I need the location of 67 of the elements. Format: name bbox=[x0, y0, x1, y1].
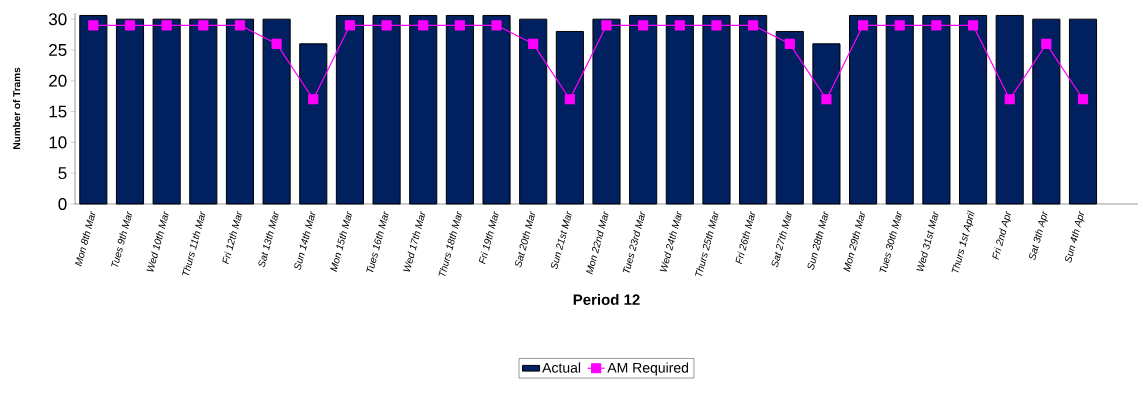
y-tick-label: 5 bbox=[58, 167, 67, 180]
x-tick-label: Thurs 18th Mar bbox=[438, 210, 462, 277]
x-tick-label: Sat 13th Mar bbox=[258, 210, 279, 268]
point bbox=[88, 20, 99, 31]
x-tick-label: Sun 28th Mar bbox=[807, 210, 829, 270]
point bbox=[1004, 94, 1015, 105]
x-tick-label: Mon 22nd Mar bbox=[586, 210, 609, 275]
point bbox=[638, 20, 649, 31]
x-tick-label: Mon 15th Mar bbox=[330, 210, 352, 272]
x-tick-label: Wed 31st Mar bbox=[916, 210, 939, 272]
x-tick-label: Fri 19th Mar bbox=[478, 210, 499, 265]
point bbox=[344, 20, 356, 31]
y-tick-label: 30 bbox=[48, 13, 67, 26]
x-tick-label: Tues 23rd Mar bbox=[622, 210, 646, 273]
point bbox=[967, 20, 979, 31]
point bbox=[711, 20, 722, 31]
x-tick-label: Fri 2nd Apr bbox=[992, 210, 1012, 260]
point bbox=[931, 20, 942, 31]
y-tick-label: 25 bbox=[49, 43, 67, 56]
x-tick-label: Sat 3th Apr bbox=[1029, 210, 1048, 260]
point bbox=[454, 20, 465, 31]
x-tick-label: Mon 29th Mar bbox=[843, 210, 866, 272]
point bbox=[748, 20, 759, 31]
y-tick-label: 15 bbox=[49, 105, 67, 118]
y-tick-label: 0 bbox=[58, 197, 67, 211]
point bbox=[601, 20, 612, 31]
point bbox=[894, 20, 905, 31]
point bbox=[234, 20, 246, 31]
point bbox=[1077, 94, 1089, 105]
x-tick-label: Sat 20th Mar bbox=[515, 210, 536, 268]
point bbox=[308, 94, 319, 105]
point bbox=[418, 20, 429, 31]
x-tick-label: Fri 26th Mar bbox=[735, 210, 756, 265]
y-tick-label: 10 bbox=[49, 136, 67, 149]
point bbox=[161, 20, 172, 31]
x-tick-label: Sun 21st Mar bbox=[550, 210, 572, 270]
point bbox=[784, 38, 795, 49]
x-tick-label: Sat 27th Mar bbox=[771, 210, 792, 268]
legend-label: AM Required bbox=[607, 362, 689, 376]
x-tick-label: Wed 24th Mar bbox=[659, 210, 682, 272]
x-tick-label: Wed 10th Mar bbox=[146, 210, 169, 272]
x-tick-label: Fri 12th Mar bbox=[222, 210, 242, 265]
point bbox=[381, 20, 392, 31]
legend-label: Actual bbox=[542, 362, 581, 373]
x-tick-label: Thurs 1st April bbox=[951, 210, 975, 273]
y-tick-label: 20 bbox=[49, 74, 67, 87]
point bbox=[857, 20, 869, 31]
x-axis-title: Period 12 bbox=[573, 293, 640, 305]
x-tick-label: Mon 8th Mar bbox=[75, 210, 96, 267]
x-tick-label: Sun 14th Mar bbox=[294, 210, 316, 270]
point bbox=[491, 20, 502, 31]
point bbox=[198, 20, 209, 31]
point bbox=[271, 38, 282, 49]
point bbox=[564, 94, 575, 105]
x-tick-label: Tues 16th Mar bbox=[366, 210, 389, 273]
x-tick-label: Wed 17th Mar bbox=[403, 210, 426, 272]
point bbox=[1041, 38, 1052, 49]
point bbox=[124, 20, 136, 31]
x-tick-label: Thurs 25th Mar bbox=[695, 210, 719, 277]
y-axis-title: Number of Trams bbox=[12, 67, 21, 149]
x-tick-label: Thurs 11th Mar bbox=[182, 210, 206, 276]
point bbox=[528, 38, 539, 49]
point bbox=[821, 94, 832, 105]
x-tick-label: Tues 9th Mar bbox=[111, 210, 132, 267]
x-tick-label: Sun 4th Apr bbox=[1065, 210, 1085, 263]
point bbox=[674, 20, 685, 31]
x-tick-label: Tues 30th Mar bbox=[879, 210, 902, 273]
